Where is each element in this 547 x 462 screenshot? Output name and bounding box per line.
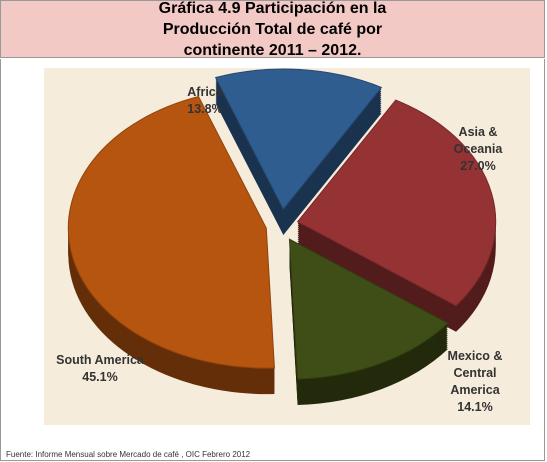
value-label: 27.0% [460,159,496,173]
value-label: 13.8% [187,102,223,116]
value-label: 14.1% [457,400,493,414]
frame [0,59,545,461]
slice-label: Mexico & Central America 14.1% [430,348,520,416]
chart-title: Gráfica 4.9 Participación en la Producci… [0,0,545,59]
category-label: South America [56,353,144,367]
source: Fuente: Informe Mensual sobre Mercado de… [6,450,251,459]
category-label: Africa [187,85,223,99]
slice-label: Asia & Oceania 27.0% [433,124,523,175]
value-label: 45.1% [82,370,118,384]
slice-label: Africa 13.8% [160,84,250,118]
category-label: Mexico & Central America [447,349,503,397]
category-label: Asia & Oceania [453,125,503,156]
slice [296,99,497,307]
slice [67,95,275,369]
slice [288,238,449,380]
slice [214,68,383,210]
slice-label: South America 45.1% [55,352,145,386]
